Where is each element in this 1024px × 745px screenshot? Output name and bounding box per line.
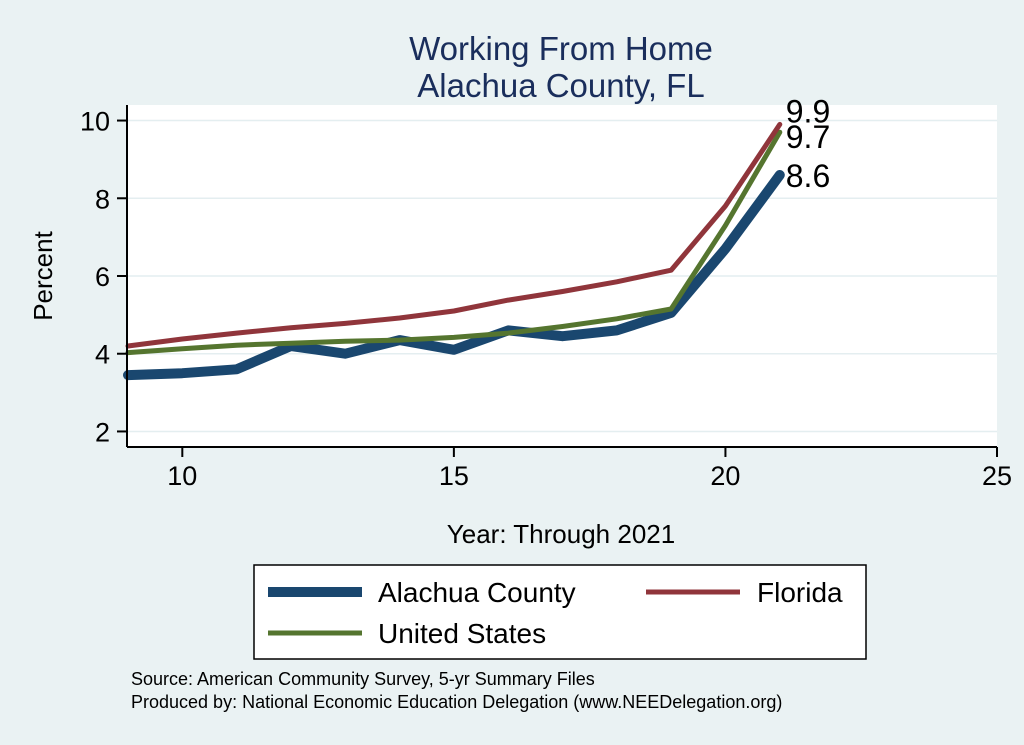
series-line-united-states (125, 129, 783, 356)
x-tick-label-20: 20 (710, 461, 740, 491)
chart-title-line-1: Working From Home (409, 30, 713, 67)
x-tick-label-25: 25 (982, 461, 1012, 491)
axis-ticks: 2 4 6 8 10 10 15 20 25 (80, 107, 1012, 491)
producer-note: Produced by: National Economic Education… (131, 692, 782, 712)
legend-label-florida: Florida (757, 577, 843, 608)
legend: Alachua County Florida United States (253, 564, 867, 660)
y-tick-label-4: 4 (95, 340, 110, 370)
y-tick-label-6: 6 (95, 262, 110, 292)
chart-title-line-2: Alachua County, FL (417, 67, 704, 104)
x-tick-label-15: 15 (439, 461, 469, 491)
legend-label-alachua-county: Alachua County (378, 577, 576, 608)
legend-label-united-states: United States (378, 618, 546, 649)
x-axis-title: Year: Through 2021 (447, 519, 675, 549)
y-tick-label-2: 2 (95, 417, 110, 447)
end-label-florida: 9.9 (786, 93, 830, 129)
series-lines (123, 121, 785, 381)
series-line-florida (125, 121, 783, 349)
source-note: Source: American Community Survey, 5-yr … (131, 669, 595, 689)
end-label-alachua-county: 8.6 (786, 158, 830, 194)
end-label-united-states: 9.7 (786, 119, 830, 155)
legend-box (253, 564, 867, 660)
y-tick-label-10: 10 (80, 107, 110, 137)
y-tick-label-8: 8 (95, 184, 110, 214)
y-axis-title: Percent (28, 230, 58, 320)
end-labels: 8.6 9.99.7 (786, 93, 830, 194)
series-line-alachua-county (123, 170, 785, 381)
x-tick-label-10: 10 (167, 461, 197, 491)
